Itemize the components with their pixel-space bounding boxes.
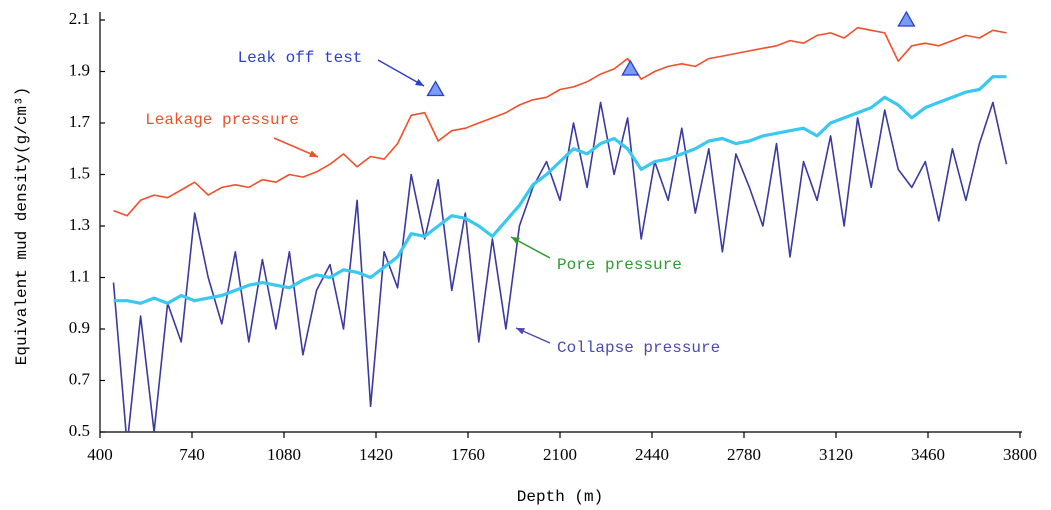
plot-area: [112, 26, 1008, 432]
y-tick-label: 0.5: [69, 421, 90, 440]
annotation: Collapse pressure: [557, 339, 720, 357]
annotation: Leak off test: [238, 49, 363, 67]
y-tick-label: 1.7: [69, 112, 91, 131]
annotation: Leakage pressure: [145, 111, 299, 129]
x-tick-label: 2100: [543, 445, 577, 464]
y-tick-label: 0.9: [69, 318, 90, 337]
y-axis-title: Equivalent mud density(g/cm³): [13, 87, 31, 365]
series-line: [113, 75, 1007, 305]
x-tick-label: 2440: [635, 445, 669, 464]
leak-off-marker: [897, 10, 916, 27]
y-tick-label: 1.1: [69, 266, 90, 285]
leak-off-marker: [426, 80, 445, 97]
y-tick-label: 1.3: [69, 215, 90, 234]
x-tick-label: 2780: [727, 445, 761, 464]
arrow-head: [516, 328, 525, 335]
annotation-arrow: [377, 59, 425, 87]
x-tick-label: 1420: [359, 445, 393, 464]
arrow-head: [309, 150, 318, 157]
series-line: [113, 26, 1007, 217]
leak-off-marker: [621, 59, 640, 76]
x-tick-label: 3460: [911, 445, 945, 464]
arrow-head: [415, 78, 424, 86]
arrow-head: [511, 237, 520, 245]
x-tick-label: 3120: [819, 445, 853, 464]
y-tick-label: 2.1: [69, 9, 90, 28]
y-tick-label: 1.9: [69, 60, 90, 79]
x-tick-label: 3800: [1003, 445, 1037, 464]
x-tick-label: 400: [87, 445, 113, 464]
x-axis-title: Depth (m): [517, 488, 603, 506]
x-tick-label: 1760: [451, 445, 485, 464]
y-tick-label: 1.5: [69, 163, 90, 182]
y-tick-label: 0.7: [69, 369, 91, 388]
annotation: Pore pressure: [557, 256, 682, 274]
x-tick-label: 740: [179, 445, 205, 464]
series-line: [112, 101, 1008, 432]
x-tick-label: 1080: [267, 445, 301, 464]
